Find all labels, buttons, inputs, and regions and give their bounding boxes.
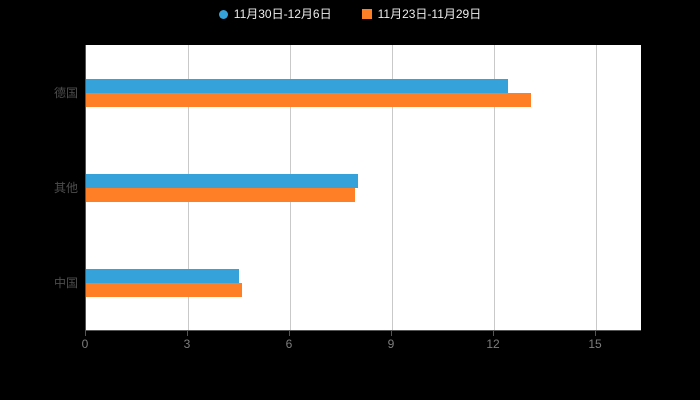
x-axis-tick-3 bbox=[187, 331, 188, 336]
bar-其他-series1[interactable] bbox=[86, 173, 358, 188]
gridline-x15 bbox=[596, 45, 597, 330]
bar-德国-series1[interactable] bbox=[86, 78, 508, 93]
legend: 11月30日-12月6日 11月23日-11月29日 bbox=[0, 8, 700, 20]
x-axis-label-15: 15 bbox=[588, 337, 602, 351]
legend-item-week-previous[interactable]: 11月23日-11月29日 bbox=[361, 7, 482, 21]
legend-label-week-previous: 11月23日-11月29日 bbox=[377, 7, 482, 21]
x-axis-tick-0 bbox=[85, 331, 86, 336]
legend-circle-marker-icon bbox=[218, 9, 228, 19]
bar-中国-series1[interactable] bbox=[86, 268, 239, 283]
x-axis-tick-9 bbox=[391, 331, 392, 336]
x-axis-label-9: 9 bbox=[387, 337, 395, 351]
x-axis-label-6: 6 bbox=[285, 337, 293, 351]
bar-其他-series2[interactable] bbox=[86, 187, 355, 202]
x-axis-tick-15 bbox=[595, 331, 596, 336]
legend-label-week-current: 11月30日-12月6日 bbox=[233, 7, 332, 21]
gridline-x9 bbox=[392, 45, 393, 330]
plot-area bbox=[85, 45, 641, 331]
y-axis-label-中国: 中国 bbox=[53, 275, 78, 290]
y-axis-label-其他: 其他 bbox=[53, 180, 78, 195]
y-axis-label-德国: 德国 bbox=[53, 85, 78, 100]
x-axis-tick-6 bbox=[289, 331, 290, 336]
x-axis-label-3: 3 bbox=[183, 337, 191, 351]
legend-item-week-current[interactable]: 11月30日-12月6日 bbox=[218, 7, 332, 21]
x-axis-label-0: 0 bbox=[81, 337, 89, 351]
legend-square-marker-icon bbox=[361, 9, 372, 19]
bar-中国-series2[interactable] bbox=[86, 282, 243, 297]
x-axis-label-12: 12 bbox=[486, 337, 500, 351]
x-axis-tick-12 bbox=[493, 331, 494, 336]
bar-德国-series2[interactable] bbox=[86, 92, 532, 107]
gridline-x12 bbox=[494, 45, 495, 330]
